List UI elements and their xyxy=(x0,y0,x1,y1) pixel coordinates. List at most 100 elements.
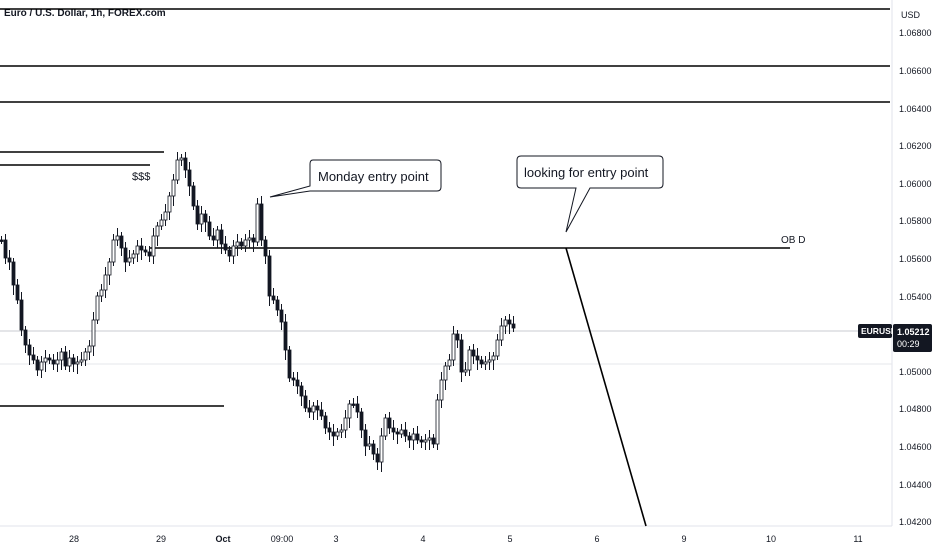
candle xyxy=(323,412,328,434)
candle-body xyxy=(263,239,268,257)
candle-body xyxy=(55,359,60,365)
candle xyxy=(139,238,144,260)
candle-body xyxy=(227,249,232,257)
candle xyxy=(159,214,164,230)
candle xyxy=(111,234,116,266)
candle xyxy=(371,440,376,460)
candle-body xyxy=(467,349,472,371)
candle-body xyxy=(175,159,180,181)
candle xyxy=(511,316,516,332)
candle xyxy=(355,396,360,418)
y-axis-ticks: 1.06800 1.06600 1.06400 1.06200 1.06000 1.058… xyxy=(899,28,932,527)
y-tick-label: 1.05600 xyxy=(899,254,932,264)
candle xyxy=(131,250,136,264)
candle xyxy=(279,304,284,330)
candle-body xyxy=(71,357,76,365)
candle xyxy=(347,400,352,428)
candle-body xyxy=(231,245,236,257)
candle xyxy=(147,246,152,262)
candle xyxy=(19,292,24,336)
candle-body xyxy=(183,157,188,171)
candle-body xyxy=(311,405,316,413)
candle-body xyxy=(491,355,496,361)
candle xyxy=(259,196,264,246)
candle-body xyxy=(23,329,28,346)
candle xyxy=(95,292,100,324)
candle xyxy=(499,318,504,346)
candle-body xyxy=(335,431,340,437)
candle xyxy=(227,246,232,262)
candle xyxy=(387,412,392,434)
projection-line[interactable] xyxy=(565,247,647,527)
candle xyxy=(507,314,512,334)
candle xyxy=(443,362,448,390)
candle-body xyxy=(0,239,4,242)
chart-title: Euro / U.S. Dollar, 1h, FOREX.com xyxy=(4,8,166,19)
y-tick-label: 1.04800 xyxy=(899,404,932,414)
candle xyxy=(47,354,52,364)
candle-body xyxy=(431,437,436,445)
candle xyxy=(395,428,400,444)
candle xyxy=(295,372,300,394)
candle xyxy=(195,200,200,230)
x-tick-label: 6 xyxy=(594,534,599,544)
candle-body xyxy=(27,344,32,356)
candle xyxy=(483,356,488,370)
candle xyxy=(7,250,12,270)
candle xyxy=(411,428,416,450)
candle xyxy=(183,152,188,178)
looking-entry-callout[interactable]: looking for entry point xyxy=(516,155,664,233)
candle xyxy=(391,420,396,440)
candle xyxy=(67,350,72,372)
candle-body xyxy=(179,157,184,161)
candle xyxy=(3,234,8,264)
candle xyxy=(251,234,256,252)
candle xyxy=(307,400,312,418)
candle-body xyxy=(395,431,400,435)
monday-entry-callout[interactable]: Monday entry point xyxy=(269,159,442,198)
candle xyxy=(311,402,316,420)
candle-body xyxy=(15,284,20,301)
candle-body xyxy=(135,245,140,255)
candle-body xyxy=(83,351,88,361)
candle-body xyxy=(479,359,484,365)
candle-body xyxy=(475,355,480,361)
candle xyxy=(255,198,260,246)
candle-body xyxy=(143,249,148,253)
candle xyxy=(199,206,204,232)
y-tick-label: 1.05800 xyxy=(899,216,932,226)
candle-body xyxy=(371,443,376,455)
candle-body xyxy=(507,319,512,325)
candle-body xyxy=(103,274,108,291)
candle xyxy=(447,354,452,370)
candle xyxy=(107,258,112,285)
candle xyxy=(291,372,296,386)
x-tick-label: 4 xyxy=(420,534,425,544)
candle xyxy=(11,258,16,295)
candle xyxy=(83,348,88,366)
candle-body xyxy=(107,261,112,276)
candle-body xyxy=(351,403,356,406)
candle-body xyxy=(259,203,264,241)
x-tick-label: 29 xyxy=(156,534,166,544)
candle-body xyxy=(195,205,200,225)
candle xyxy=(103,267,108,298)
candle-body xyxy=(235,241,240,247)
y-tick-label: 1.06400 xyxy=(899,104,932,114)
candle-body xyxy=(3,239,8,259)
x-tick-label: 28 xyxy=(69,534,79,544)
candle-body xyxy=(87,345,92,353)
candle-body xyxy=(323,415,328,429)
candle-body xyxy=(43,357,48,363)
candle xyxy=(503,316,508,334)
candle-body xyxy=(463,369,468,373)
y-tick-label: 1.04400 xyxy=(899,480,932,490)
candle-body xyxy=(447,359,452,367)
candle-body xyxy=(451,333,456,361)
price-badge: EURUSD 1.05212 00:29 xyxy=(858,324,932,352)
candle xyxy=(27,339,32,365)
candle xyxy=(359,408,364,438)
candle-body xyxy=(295,379,300,387)
